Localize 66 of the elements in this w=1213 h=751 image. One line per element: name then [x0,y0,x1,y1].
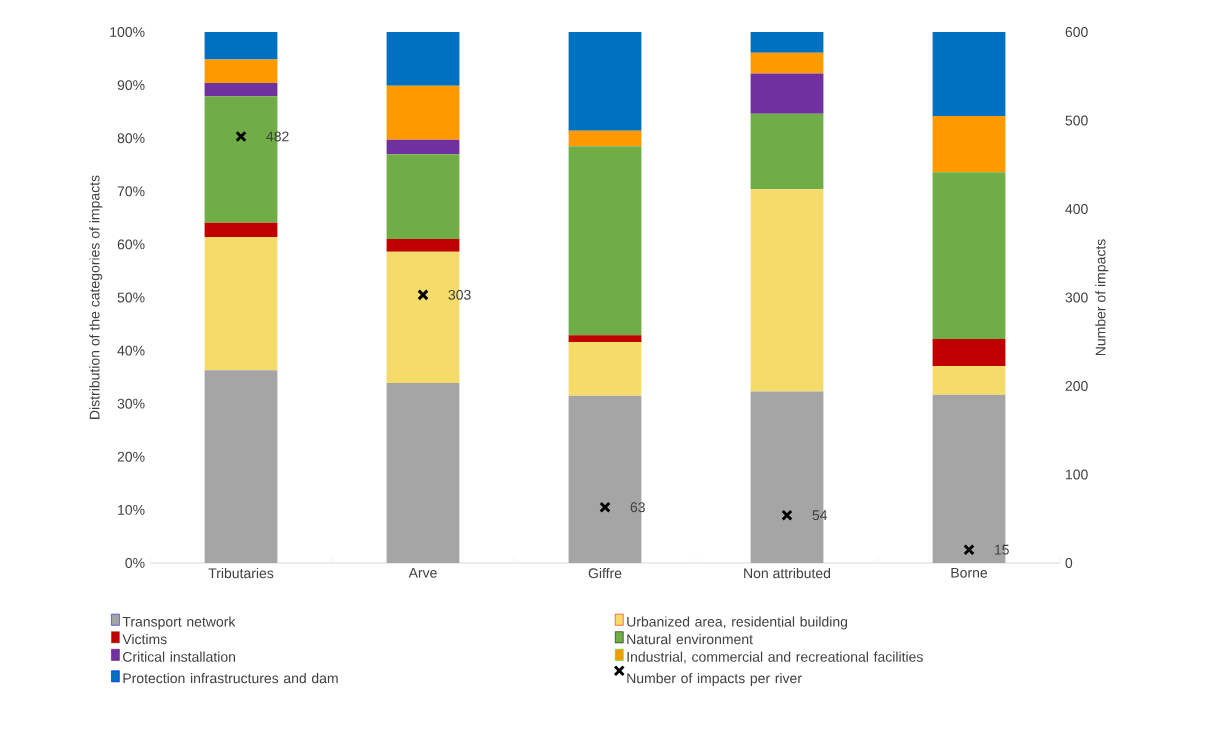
bar [568,342,642,396]
legend-label: Number of impacts per river [627,672,802,687]
bar [750,73,824,114]
bar [204,82,278,97]
bar [568,31,642,131]
bar [568,146,642,336]
x-tick-label: Tributaries [208,567,274,579]
y2-tick-label: 500 [1065,115,1088,126]
y-tick-label: 10% [118,504,145,515]
bar [204,236,278,371]
y-tick-label: 40% [117,345,145,356]
bar [750,52,824,74]
x-tick-label: Giffre [588,567,622,579]
bar [386,382,460,563]
bar [204,31,278,60]
y2-tick-label: 400 [1065,204,1088,214]
y-tick-label: 70% [117,186,145,197]
bar [568,130,642,147]
point [963,544,975,556]
y2-axis-title: Number of impacts [1095,239,1109,356]
y-tick-label: 60% [117,239,145,250]
bar [750,189,824,392]
bar [386,239,460,252]
bar [204,59,278,83]
y2-tick-label: 100 [1066,469,1088,480]
bar [204,222,278,237]
y2-tick-label: 300 [1065,292,1088,303]
bar [750,113,824,190]
point [235,130,247,143]
x-tick-label: Non attributed [744,567,831,579]
bar [386,85,460,140]
bar [932,172,1006,339]
bar [932,365,1006,395]
legend-label: Critical installation [123,651,235,662]
x-tick-label: Borne [951,567,988,578]
legend-label: Victims [122,633,167,645]
bar [932,31,1006,116]
legend-label: Protection infrastructures and dam [123,672,338,684]
y-tick-label: 30% [117,398,145,409]
y-tick-label: 90% [117,80,145,91]
bar [386,154,460,240]
x-tick-label: Arve [408,567,437,578]
bar [204,370,278,563]
data-label: 303 [448,289,471,300]
y-axis-title: Distribution of the categories of impacts [89,175,103,419]
y2-tick-label: 0 [1065,558,1073,568]
point [781,509,793,521]
y-tick-label: 80% [117,133,145,144]
y2-tick-label: 600 [1065,27,1088,37]
legend-label: Urbanized area, residential building [627,616,848,630]
bar [932,338,1006,366]
point [599,501,611,513]
bar [568,335,642,343]
bar [386,31,460,86]
y-tick-label: 100% [110,27,145,37]
bar [932,115,1006,173]
point [417,289,429,301]
legend-label: Natural environment [627,633,753,645]
legend-label: Industrial, commercial and recreational facilities [627,651,923,664]
y-tick-label: 50% [117,292,145,303]
bar [750,31,824,53]
bar [386,139,460,155]
y-tick-label: 0% [125,558,145,568]
y2-tick-label: 200 [1065,381,1088,391]
y-tick-label: 20% [117,451,145,462]
legend-label: Transport network [122,616,236,630]
